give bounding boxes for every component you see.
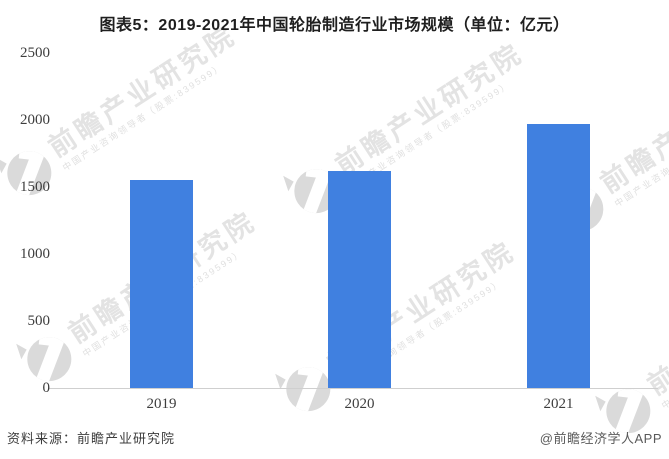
qianzhan-logo-wing xyxy=(269,373,286,390)
bar-2021 xyxy=(527,124,590,388)
watermark-texts: 前瞻产业研究院中国产业咨询领导者（股票:839599） xyxy=(330,37,536,192)
watermark: 前瞻产业研究院中国产业咨询领导者（股票:839599） xyxy=(277,36,538,223)
qianzhan-logo-wing xyxy=(0,157,7,174)
watermark-brand-text: 前瞻产业研究院 xyxy=(642,257,669,402)
watermark-tagline-text: 中国产业咨询领导者（股票:839599） xyxy=(659,299,669,411)
qianzhan-logo-wing xyxy=(10,343,27,360)
watermark-brand-text: 前瞻产业研究院 xyxy=(595,55,669,200)
watermark-texts: 前瞻产业研究院中国产业咨询领导者（股票:839599） xyxy=(595,55,669,210)
y-axis-tick-label: 1500 xyxy=(20,179,50,195)
qianzhan-logo-wing xyxy=(277,175,294,192)
x-axis-tick-label: 2019 xyxy=(146,396,177,412)
chart-title: 图表5：2019-2021年中国轮胎制造行业市场规模（单位：亿元） xyxy=(99,17,570,34)
x-axis-tick-label: 2020 xyxy=(344,396,375,412)
watermark-tagline-text: 中国产业咨询领导者（股票:839599） xyxy=(612,97,669,209)
y-axis-tick-label: 0 xyxy=(42,380,51,396)
watermark-tagline-text: 中国产业咨询领导者（股票:839599） xyxy=(60,61,226,173)
bar-2019 xyxy=(130,180,193,388)
watermark-texts: 前瞻产业研究院中国产业咨询领导者（股票:839599） xyxy=(43,19,249,174)
watermark: 前瞻产业研究院中国产业咨询领导者（股票:839599） xyxy=(269,234,530,421)
x-axis-line xyxy=(48,388,658,389)
y-axis-tick-label: 500 xyxy=(27,313,51,329)
data-source-note: 资料来源：前瞻产业研究院 xyxy=(7,431,176,446)
watermark: 前瞻产业研究院中国产业咨询领导者（股票:839599） xyxy=(589,256,669,443)
bar-2020 xyxy=(328,170,391,388)
y-axis-tick-label: 2500 xyxy=(20,45,50,61)
watermark-brand-text: 前瞻产业研究院 xyxy=(330,37,529,182)
watermark-brand-text: 前瞻产业研究院 xyxy=(43,19,242,164)
y-axis-tick-label: 1000 xyxy=(20,246,50,262)
y-axis-tick-label: 2000 xyxy=(20,112,50,128)
x-axis-tick-label: 2021 xyxy=(543,396,574,412)
app-credit-note: @前瞻经济学人APP xyxy=(539,431,662,446)
